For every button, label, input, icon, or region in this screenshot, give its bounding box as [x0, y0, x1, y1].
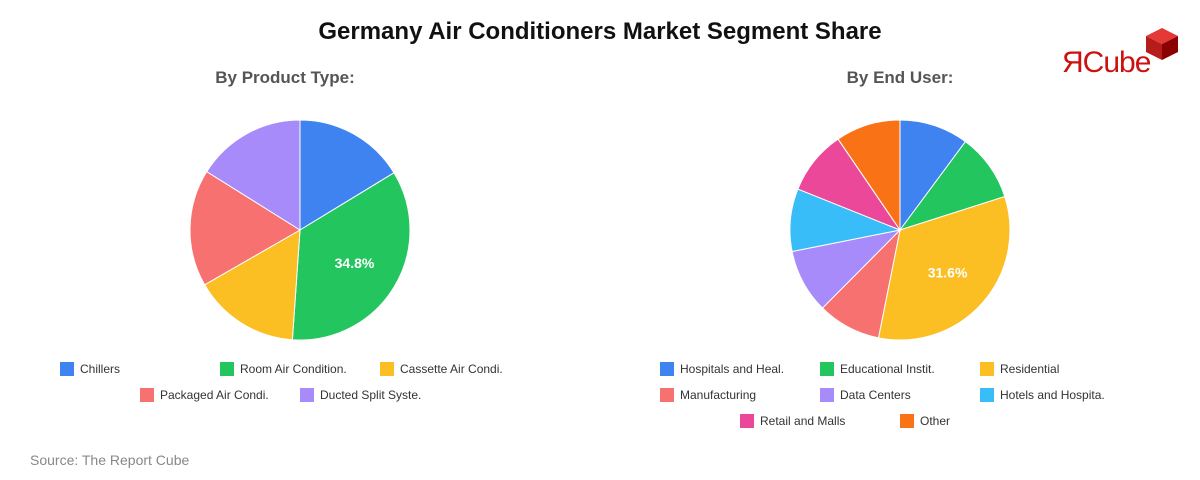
legend-swatch	[660, 388, 674, 402]
legend-swatch	[300, 388, 314, 402]
legend-swatch	[980, 388, 994, 402]
source-note: Source: The Report Cube	[30, 452, 190, 468]
pie-slice-room-air-condition	[291, 172, 411, 341]
legend-label: Ducted Split Syste.	[320, 388, 422, 402]
legend-item-educational-instit: Educational Instit.	[820, 361, 935, 377]
legend-item-residential: Residential	[980, 361, 1059, 377]
logo-text: ЯCube	[1062, 46, 1151, 79]
legend-label: Room Air Condition.	[240, 362, 347, 376]
legend-item-hotels-and-hospita: Hotels and Hospita.	[980, 387, 1105, 403]
end-user-pie: 31.6%	[789, 119, 1011, 341]
report-cube-logo: ЯCube	[1062, 26, 1182, 82]
legend-item-room-air-condition: Room Air Condition.	[220, 361, 347, 377]
pie-slice-hospitals-and-heal	[899, 119, 967, 232]
legend-label: Hospitals and Heal.	[680, 362, 785, 376]
legend-label: Retail and Malls	[760, 414, 846, 428]
legend-label: Hotels and Hospita.	[1000, 388, 1105, 402]
legend-item-chillers: Chillers	[60, 361, 120, 377]
pie-slice-cassette-air-condi	[203, 229, 301, 341]
legend-swatch	[980, 362, 994, 376]
legend-item-retail-and-malls: Retail and Malls	[740, 413, 845, 429]
legend-item-packaged-air-condi: Packaged Air Condi.	[140, 387, 269, 403]
legend-swatch	[140, 388, 154, 402]
product-type-chart-title: By Product Type:	[215, 68, 355, 87]
legend-swatch	[380, 362, 394, 376]
product-type-chart: By Product Type: 34.8% Chillers Room Air …	[0, 0, 600, 450]
slice-data-label: 31.6%	[928, 265, 968, 281]
legend-label: Chillers	[80, 362, 121, 376]
product-type-pie: 34.8%	[189, 119, 411, 341]
legend-swatch	[740, 414, 754, 428]
pie-slice-ducted-split-syste	[206, 119, 301, 231]
chart-title: Germany Air Conditioners Market Segment …	[318, 18, 882, 45]
cube-icon	[1146, 28, 1178, 60]
legend-label: Other	[920, 414, 951, 428]
legend-item-other: Other	[900, 413, 950, 429]
legend-item-manufacturing: Manufacturing	[660, 387, 756, 403]
legend-label: Data Centers	[840, 388, 911, 402]
legend-swatch	[820, 362, 834, 376]
legend-swatch	[900, 414, 914, 428]
legend-item-data-centers: Data Centers	[820, 387, 911, 403]
legend-swatch	[220, 362, 234, 376]
legend-swatch	[660, 362, 674, 376]
legend-label: Cassette Air Condi.	[400, 362, 503, 376]
pie-slice-chillers	[299, 119, 395, 231]
pie-slice-other	[837, 119, 901, 232]
legend-item-hospitals-and-heal: Hospitals and Heal.	[660, 361, 784, 377]
end-user-chart-title: By End User:	[846, 68, 954, 87]
slice-data-label: 34.8%	[335, 255, 375, 271]
legend-label: Packaged Air Condi.	[160, 388, 269, 402]
legend-item-cassette-air-condi: Cassette Air Condi.	[380, 361, 503, 377]
legend-label: Manufacturing	[680, 388, 757, 402]
legend-item-ducted-split-syste: Ducted Split Syste.	[300, 387, 421, 403]
legend-label: Residential	[1000, 362, 1060, 376]
legend-label: Educational Instit.	[840, 362, 935, 376]
pie-slice-residential	[877, 195, 1011, 341]
pie-slice-packaged-air-condi	[189, 170, 301, 286]
end-user-chart: By End User: 31.6% Hospitals and Heal. Ed…	[600, 0, 1200, 450]
legend-swatch	[60, 362, 74, 376]
legend-swatch	[820, 388, 834, 402]
